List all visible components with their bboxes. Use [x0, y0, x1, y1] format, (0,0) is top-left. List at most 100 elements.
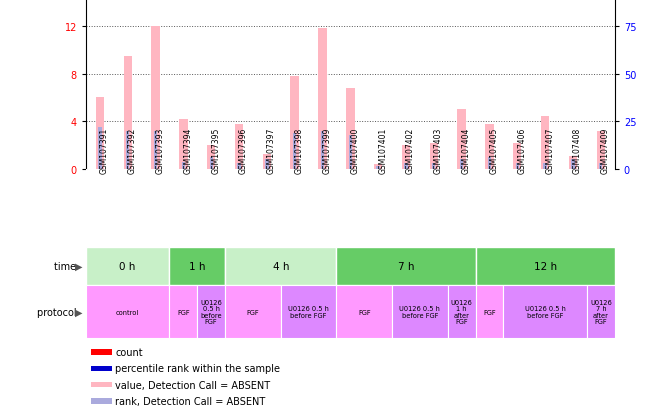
Bar: [599, 164, 602, 169]
Bar: [457, 110, 466, 169]
Text: GSM107406: GSM107406: [518, 127, 526, 173]
Bar: [96, 98, 104, 169]
Bar: [281, 285, 336, 339]
Bar: [169, 248, 225, 285]
Bar: [321, 131, 324, 169]
Bar: [430, 143, 438, 169]
Bar: [405, 164, 408, 169]
Bar: [513, 143, 522, 169]
Bar: [374, 164, 382, 169]
Bar: [182, 162, 185, 169]
Bar: [597, 131, 605, 169]
Text: protocol: protocol: [36, 307, 79, 317]
Text: GSM107392: GSM107392: [128, 127, 137, 173]
Text: ▶: ▶: [75, 261, 83, 271]
Text: 1 h: 1 h: [189, 261, 206, 271]
Bar: [336, 285, 392, 339]
Text: percentile rank within the sample: percentile rank within the sample: [115, 363, 280, 373]
Text: GSM107396: GSM107396: [239, 127, 248, 173]
Text: U0126
1 h
after
FGF: U0126 1 h after FGF: [451, 299, 473, 325]
Bar: [265, 160, 268, 169]
Text: GSM107394: GSM107394: [183, 127, 192, 173]
Text: GSM107409: GSM107409: [601, 127, 610, 173]
Bar: [235, 124, 243, 169]
Text: GSM107405: GSM107405: [490, 127, 498, 173]
Text: GSM107391: GSM107391: [100, 127, 109, 173]
Bar: [91, 366, 112, 371]
Text: FGF: FGF: [177, 309, 190, 315]
Text: GSM107400: GSM107400: [350, 127, 360, 173]
Text: count: count: [115, 347, 143, 357]
Bar: [237, 164, 241, 169]
Bar: [587, 285, 615, 339]
Bar: [392, 285, 447, 339]
Text: U0126 0.5 h
before FGF: U0126 0.5 h before FGF: [399, 306, 440, 318]
Text: value, Detection Call = ABSENT: value, Detection Call = ABSENT: [115, 380, 270, 390]
Bar: [197, 285, 225, 339]
Text: GSM107398: GSM107398: [295, 127, 303, 173]
Bar: [485, 124, 494, 169]
Text: FGF: FGF: [247, 309, 259, 315]
Bar: [169, 285, 197, 339]
Text: ▶: ▶: [75, 307, 83, 317]
Bar: [225, 285, 281, 339]
Bar: [126, 131, 130, 169]
Bar: [543, 164, 547, 169]
Text: 0 h: 0 h: [120, 261, 136, 271]
Text: control: control: [116, 309, 139, 315]
Text: GSM107403: GSM107403: [434, 127, 443, 173]
Text: GSM107402: GSM107402: [406, 127, 415, 173]
Bar: [402, 145, 410, 169]
Text: U0126 0.5 h
before FGF: U0126 0.5 h before FGF: [525, 306, 566, 318]
Bar: [377, 167, 380, 169]
Bar: [293, 134, 296, 169]
Bar: [346, 89, 354, 169]
Bar: [179, 119, 188, 169]
Bar: [447, 285, 475, 339]
Text: FGF: FGF: [483, 309, 496, 315]
Bar: [86, 248, 169, 285]
Bar: [571, 160, 574, 169]
Bar: [475, 285, 504, 339]
Bar: [124, 57, 132, 169]
Bar: [91, 349, 112, 355]
Bar: [504, 285, 587, 339]
Bar: [336, 248, 475, 285]
Text: GSM107404: GSM107404: [461, 127, 471, 173]
Text: 12 h: 12 h: [533, 261, 557, 271]
Bar: [262, 155, 271, 169]
Bar: [86, 285, 169, 339]
Bar: [151, 27, 160, 169]
Text: GSM107399: GSM107399: [323, 127, 332, 173]
Bar: [516, 164, 519, 169]
Text: U0126
0.5 h
before
FGF: U0126 0.5 h before FGF: [200, 299, 222, 325]
Bar: [569, 156, 577, 169]
Bar: [154, 131, 157, 169]
Text: 7 h: 7 h: [398, 261, 414, 271]
Bar: [319, 29, 327, 169]
Text: time: time: [54, 261, 79, 271]
Bar: [91, 382, 112, 387]
Text: rank, Detection Call = ABSENT: rank, Detection Call = ABSENT: [115, 396, 266, 406]
Bar: [541, 117, 549, 169]
Text: GSM107408: GSM107408: [573, 127, 582, 173]
Text: GSM107401: GSM107401: [378, 127, 387, 173]
Text: 4 h: 4 h: [272, 261, 289, 271]
Text: GSM107407: GSM107407: [545, 127, 554, 173]
Bar: [432, 164, 436, 169]
Bar: [91, 399, 112, 404]
Bar: [475, 248, 615, 285]
Text: GSM107393: GSM107393: [155, 127, 165, 173]
Text: U0126
7 h
after
FGF: U0126 7 h after FGF: [590, 299, 611, 325]
Text: GSM107397: GSM107397: [267, 127, 276, 173]
Text: U0126 0.5 h
before FGF: U0126 0.5 h before FGF: [288, 306, 329, 318]
Bar: [207, 145, 215, 169]
Bar: [98, 128, 102, 169]
Text: FGF: FGF: [358, 309, 371, 315]
Bar: [488, 157, 491, 169]
Bar: [225, 248, 336, 285]
Bar: [348, 136, 352, 169]
Bar: [460, 160, 463, 169]
Bar: [210, 157, 213, 169]
Bar: [290, 77, 299, 169]
